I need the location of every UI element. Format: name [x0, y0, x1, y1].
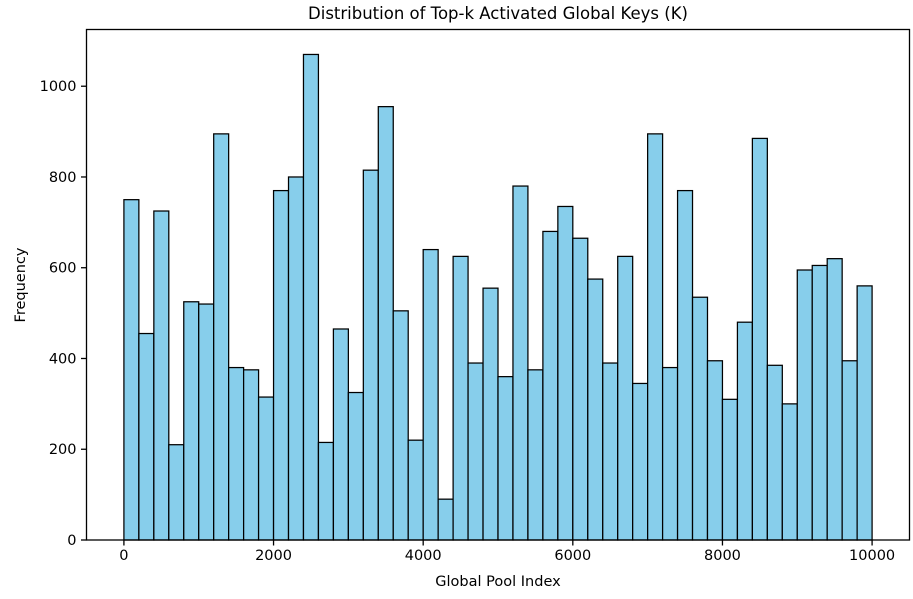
histogram-bar: [482, 287, 499, 541]
axes-layer: 0 2000 4000 6000 8000 10000 0 200 400 600 800 1000: [40, 28, 911, 564]
histogram-bar: [706, 360, 724, 541]
histogram-bar: [542, 230, 559, 541]
y-tick-label: 200: [49, 442, 77, 458]
histogram-bar: [632, 382, 649, 541]
histogram-bar: [676, 189, 694, 541]
histogram-bar: [407, 439, 424, 541]
y-tick-label: 400: [49, 351, 77, 367]
histogram-bar: [467, 362, 484, 541]
histogram-bar: [647, 133, 664, 541]
histogram-bar: [392, 310, 409, 541]
histogram-bar: [766, 364, 783, 541]
histogram-bar: [183, 301, 200, 541]
histogram-bar: [287, 176, 305, 541]
histogram-bar: [736, 321, 754, 541]
histogram-bar: [242, 369, 260, 541]
histogram-bar: [856, 285, 873, 541]
histogram-bar: [826, 258, 843, 541]
histogram-bar: [302, 53, 320, 541]
histogram-bar: [841, 360, 858, 541]
histogram-bar: [811, 264, 828, 541]
histogram-bar: [721, 398, 739, 541]
histogram-bar: [781, 403, 798, 541]
x-tick-label: 0: [119, 548, 128, 564]
x-axis-label: Global Pool Index: [435, 574, 561, 590]
histogram-bar: [272, 189, 290, 541]
histogram-bar: [422, 248, 439, 541]
histogram-bar: [347, 391, 364, 541]
chart-title: Distribution of Top-k Activated Global K…: [308, 4, 688, 23]
histogram-bar: [377, 106, 394, 541]
histogram-bar: [796, 269, 813, 541]
histogram-bar: [168, 444, 185, 541]
histogram-bar: [587, 278, 604, 541]
histogram-bar: [257, 396, 275, 541]
histogram-bar: [602, 362, 619, 541]
histogram-bar: [572, 237, 589, 541]
x-tick-label: 8000: [704, 548, 741, 564]
x-tick-label: 6000: [554, 548, 591, 564]
y-tick-label: 0: [67, 533, 76, 549]
histogram-bar: [617, 255, 634, 541]
x-tick-label: 2000: [255, 548, 292, 564]
y-tick-label: 1000: [40, 79, 77, 95]
histogram-bar: [332, 328, 349, 541]
histogram-bar: [527, 369, 544, 541]
histogram-bar: [691, 296, 709, 541]
y-axis-label: Frequency: [13, 247, 29, 322]
bars-layer: [123, 53, 873, 541]
histogram-bar: [138, 332, 155, 541]
histogram-bar: [317, 441, 335, 541]
y-tick-label: 800: [49, 170, 77, 186]
histogram-bar: [751, 137, 768, 541]
x-tick-label: 10000: [849, 548, 895, 564]
histogram-bar: [557, 205, 574, 541]
y-tick-label: 600: [49, 261, 77, 277]
histogram-bar: [452, 255, 469, 541]
histogram-bar: [512, 185, 529, 541]
plot-frame: [85, 28, 911, 541]
histogram-bar: [437, 498, 454, 541]
histogram-bar: [198, 303, 215, 541]
histogram-bar: [153, 210, 170, 541]
histogram-bar: [228, 366, 245, 541]
histogram-bar: [362, 169, 379, 541]
histogram-bar: [213, 133, 230, 541]
histogram-bar: [661, 366, 679, 541]
histogram-bar: [497, 376, 514, 541]
x-tick-label: 4000: [405, 548, 442, 564]
histogram-bar: [123, 199, 140, 541]
